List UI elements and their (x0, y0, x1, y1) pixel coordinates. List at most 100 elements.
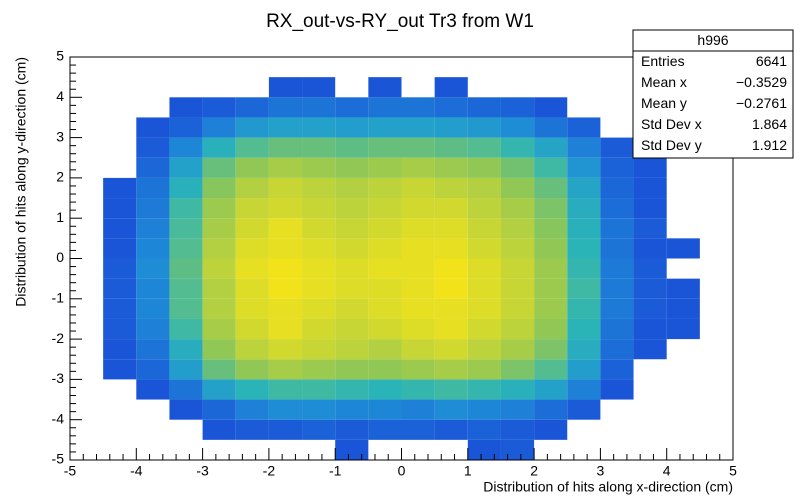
heat-cell (368, 278, 402, 299)
heat-cell (169, 198, 203, 219)
stats-key: Entries (641, 53, 685, 69)
stats-value: −0.2761 (736, 95, 787, 111)
heat-cell (500, 399, 535, 420)
heat-cell (368, 97, 402, 118)
heat-cell (302, 258, 336, 279)
heat-cell (103, 318, 137, 340)
heat-cell (534, 177, 568, 199)
heat-cell (666, 318, 700, 340)
heat-cell (633, 157, 667, 178)
x-tick-label: -2 (263, 463, 276, 479)
heat-cell (434, 298, 468, 319)
heat-cell (567, 157, 601, 178)
heat-cell (202, 137, 236, 158)
heat-cell (467, 238, 501, 259)
heat-cell (302, 419, 336, 440)
heat-cell (401, 419, 435, 440)
heat-cell (434, 177, 468, 199)
heat-cell (368, 198, 402, 219)
heat-cell (302, 339, 336, 360)
heat-cell (136, 177, 170, 199)
heat-cell (368, 359, 402, 380)
heat-cell (534, 419, 568, 440)
heat-cell (202, 97, 236, 118)
heat-cell (235, 419, 269, 440)
heat-cell (567, 198, 601, 219)
heat-cell (600, 339, 634, 360)
heat-cell (202, 339, 236, 360)
heat-cell (235, 177, 269, 199)
heat-cell (136, 198, 170, 219)
heat-cell (401, 258, 435, 279)
heat-cell (567, 339, 601, 360)
heat-cell (600, 238, 634, 259)
heat-cell (401, 318, 435, 340)
heat-cell (103, 177, 137, 199)
heat-cell (567, 177, 601, 199)
stats-value: 6641 (756, 53, 787, 69)
x-axis-label: Distribution of hits along x-direction (… (483, 479, 733, 495)
heat-cell (600, 298, 634, 319)
heat-cell (302, 359, 336, 380)
heat-cell (500, 419, 535, 440)
heat-cell (633, 177, 667, 199)
heat-cell (235, 218, 269, 239)
heat-cell (235, 278, 269, 299)
heat-cell (103, 218, 137, 239)
heat-cell (500, 157, 535, 178)
stats-value: 1.912 (752, 137, 787, 153)
heat-cell (401, 137, 435, 158)
heat-cell (202, 379, 236, 400)
heat-cell (401, 359, 435, 380)
heat-cell (335, 359, 369, 380)
heat-cell (401, 298, 435, 319)
heat-cell (335, 278, 369, 299)
y-tick-label: -5 (52, 451, 65, 467)
heat-cell (600, 218, 634, 239)
x-tick-label: 2 (530, 463, 538, 479)
heat-cell (368, 157, 402, 178)
y-tick-label: 4 (56, 88, 64, 104)
heat-cell (500, 439, 535, 460)
heat-cell (666, 238, 700, 259)
heat-cell (600, 379, 634, 400)
heat-cell (368, 77, 402, 98)
heat-cell (534, 198, 568, 219)
heat-cell (335, 97, 369, 118)
heat-cell (235, 97, 269, 118)
heat-cell (434, 359, 468, 380)
heat-cell (467, 97, 501, 118)
heat-cell (235, 117, 269, 138)
heat-cell (600, 177, 634, 199)
heat-cell (500, 137, 535, 158)
heat-cell (202, 399, 236, 420)
heat-cell (169, 318, 203, 340)
heat-cell (467, 318, 501, 340)
heat-cell (169, 218, 203, 239)
heat-cell (202, 258, 236, 279)
x-tick-label: 3 (597, 463, 605, 479)
heat-cell (633, 339, 667, 360)
heat-cell (500, 198, 535, 219)
heat-cell (235, 258, 269, 279)
heat-cell (335, 198, 369, 219)
heat-cell (401, 379, 435, 400)
heat-cell (169, 238, 203, 259)
heat-cell (235, 318, 269, 340)
heat-cell (434, 137, 468, 158)
heat-cell (434, 238, 468, 259)
heat-cell (335, 379, 369, 400)
heat-cell (368, 318, 402, 340)
heat-cell (534, 359, 568, 380)
heat-cell (467, 157, 501, 178)
heat-cell (633, 318, 667, 340)
heat-cell (500, 218, 535, 239)
heat-cell (500, 339, 535, 360)
heat-cell (268, 278, 303, 299)
y-tick-label: 2 (56, 169, 64, 185)
heat-cell (302, 97, 336, 118)
heat-cell (567, 238, 601, 259)
x-tick-label: -4 (130, 463, 143, 479)
heat-cell (467, 258, 501, 279)
heat-cell (268, 258, 303, 279)
